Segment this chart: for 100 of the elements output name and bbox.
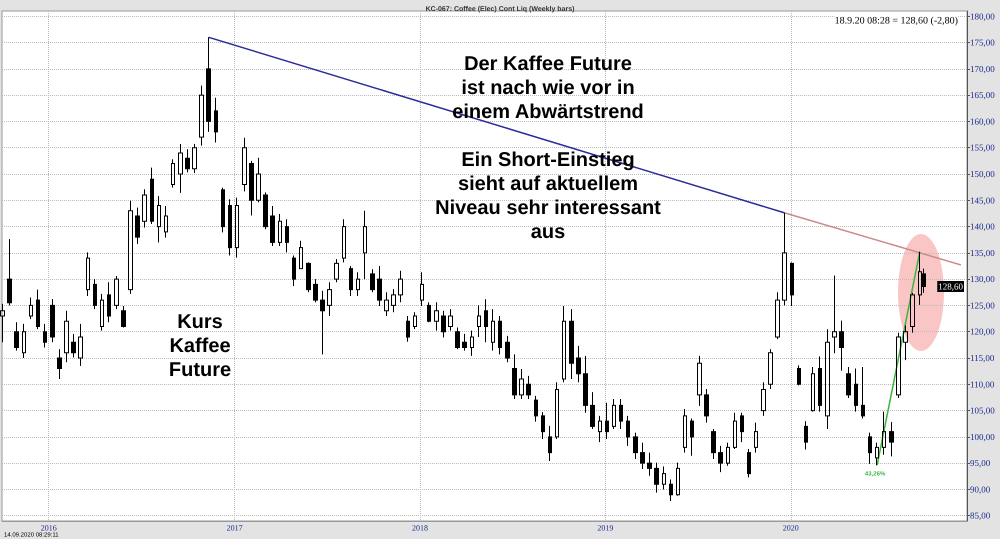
y-tick-label: 150,00	[970, 168, 996, 179]
candlestick	[512, 354, 517, 400]
candlestick	[612, 398, 616, 430]
candlestick	[889, 422, 894, 457]
candlestick	[178, 144, 183, 194]
candlestick	[761, 382, 766, 416]
candlestick	[605, 402, 609, 440]
candlestick	[306, 262, 311, 293]
candlestick	[726, 442, 730, 466]
candlestick	[100, 293, 104, 332]
annotation: 18.9.20 08:28 = 128,60 (-2,80)	[834, 16, 958, 26]
candlestick	[57, 348, 62, 380]
candlestick	[413, 312, 417, 330]
candlestick	[150, 167, 154, 224]
candlestick	[896, 332, 901, 398]
x-tick-label: 2017	[226, 524, 243, 532]
candlestick	[441, 310, 446, 338]
candlestick	[576, 345, 581, 383]
y-tick-label: 155,00	[970, 142, 996, 153]
y-tick-label: 115,00	[970, 353, 995, 364]
annotation: 128,60	[938, 282, 964, 292]
candlestick	[7, 238, 12, 306]
candlestick	[683, 408, 687, 454]
candlestick	[406, 315, 410, 342]
candlestick	[498, 315, 502, 355]
candlestick	[427, 302, 431, 323]
candlestick	[455, 327, 460, 350]
candlestick	[299, 240, 303, 270]
candlestick	[64, 310, 69, 363]
candlestick	[349, 266, 353, 296]
y-tick-label: 125,00	[970, 300, 996, 310]
candlestick	[825, 328, 830, 430]
candlestick	[619, 398, 623, 430]
candlestick	[640, 442, 645, 470]
candlestick	[882, 411, 886, 456]
candlestick	[43, 323, 47, 348]
candlestick	[711, 428, 716, 460]
candlestick	[583, 355, 588, 414]
candlestick	[804, 420, 808, 450]
candlestick	[790, 262, 794, 306]
candlestick	[562, 305, 566, 383]
candlestick	[313, 278, 318, 303]
candlestick	[470, 330, 474, 356]
y-tick-label: 95,00	[970, 458, 991, 468]
candlestick	[164, 206, 168, 238]
candlestick	[29, 297, 33, 320]
candlestick	[121, 305, 126, 328]
candlestick	[128, 200, 133, 294]
candlestick	[505, 335, 510, 363]
y-tick-label: 175,00	[970, 38, 996, 48]
candlestick	[782, 212, 787, 306]
candlestick	[0, 303, 5, 343]
candlestick	[36, 289, 40, 330]
candlestick	[107, 282, 111, 323]
candlestick	[704, 388, 709, 424]
y-tick-label: 170,00	[970, 64, 996, 74]
candlestick	[484, 298, 488, 343]
candlestick	[697, 355, 702, 406]
y-tick-label: 180,00	[970, 11, 996, 22]
annotation: Kurs Kaffee Future	[168, 311, 232, 381]
candlestick	[292, 254, 296, 286]
candlestick	[263, 192, 268, 230]
candlestick	[384, 292, 389, 316]
candlestick	[185, 148, 190, 173]
candlestick	[14, 322, 19, 352]
candlestick	[434, 302, 439, 332]
candlestick	[569, 308, 574, 380]
candlestick	[398, 270, 403, 303]
x-tick-label: 2019	[597, 524, 614, 532]
candlestick	[519, 368, 524, 400]
candlestick	[171, 158, 175, 188]
y-tick-label: 90,00	[970, 484, 991, 494]
candlestick	[199, 85, 204, 146]
y-tick-label: 145,00	[970, 195, 996, 206]
candlestick	[548, 425, 552, 462]
candlestick	[462, 333, 467, 352]
candlestick	[228, 198, 232, 256]
candlestick	[534, 395, 538, 422]
candlestick	[491, 308, 495, 352]
candlestick	[477, 304, 481, 338]
y-tick-label: 85,00	[970, 510, 991, 521]
candlestick	[740, 412, 744, 443]
candlestick	[363, 210, 367, 280]
candlestick	[662, 466, 666, 490]
candlestick	[868, 432, 872, 464]
candlestick	[747, 448, 751, 478]
candlestick	[718, 445, 723, 473]
candlestick	[861, 366, 865, 419]
candlestick	[555, 382, 559, 440]
candlestick	[320, 290, 325, 355]
y-tick-label: 110,00	[970, 379, 995, 390]
candlestick	[875, 442, 879, 466]
candlestick	[221, 187, 225, 233]
candlestick	[334, 258, 339, 283]
x-tick-label: 2020	[782, 524, 799, 532]
candlestick	[797, 364, 801, 386]
candlestick	[270, 206, 275, 247]
candlestick	[78, 323, 83, 366]
candlestick	[775, 292, 780, 340]
candlestick	[327, 282, 332, 316]
